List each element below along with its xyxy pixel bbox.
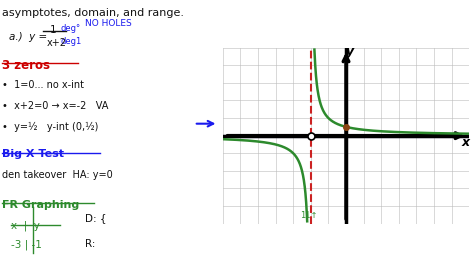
Text: x  |  y: x | y — [11, 221, 40, 231]
Text: 1: 1 — [50, 25, 57, 35]
Text: •  1=0... no x-int: • 1=0... no x-int — [2, 80, 84, 90]
Text: D: {: D: { — [85, 213, 106, 223]
Text: a.)  y =: a.) y = — [9, 32, 47, 42]
Text: •  x+2=0 → x=-2   VA: • x+2=0 → x=-2 VA — [2, 101, 109, 111]
Text: -3 | -1: -3 | -1 — [11, 239, 42, 250]
Text: NO HOLES: NO HOLES — [85, 19, 131, 28]
Text: 3 zeros: 3 zeros — [2, 59, 50, 72]
Text: deg1: deg1 — [60, 37, 82, 46]
Text: asymptotes, domain, and range.: asymptotes, domain, and range. — [2, 8, 184, 18]
Text: 11↑: 11↑ — [301, 211, 318, 221]
Text: deg°: deg° — [60, 24, 80, 33]
Text: x: x — [462, 136, 470, 149]
Text: den takeover  HA: y=0: den takeover HA: y=0 — [2, 170, 113, 180]
Text: x+2: x+2 — [47, 38, 67, 48]
Text: •  y=½   y-int (0,½): • y=½ y-int (0,½) — [2, 122, 99, 132]
Text: y: y — [346, 45, 355, 58]
Text: R:: R: — [85, 239, 95, 250]
Text: Big X Test: Big X Test — [2, 149, 64, 159]
Text: FR Graphing: FR Graphing — [2, 200, 80, 210]
